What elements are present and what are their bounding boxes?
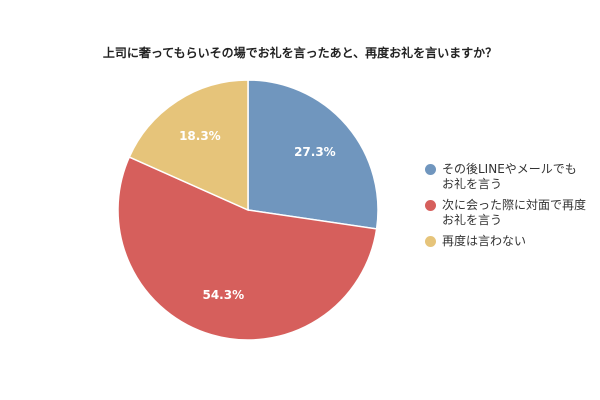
pie-slice-3 [128,79,249,212]
slice-value-label-3: 18.3% [179,129,221,143]
legend-item-1: その後LINEやメールでも お礼を言う [425,162,600,192]
legend-swatch-3 [425,236,436,247]
legend-item-3: 再度は言わない [425,234,600,249]
chart-title: 上司に奢ってもらいその場でお礼を言ったあと、再度お礼を言いますか？ [102,46,498,60]
legend: その後LINEやメールでも お礼を言う 次に会った際に対面で再度 お礼を言う再度は… [425,162,600,255]
pie-slice-2 [117,156,378,341]
legend-swatch-2 [425,200,436,211]
legend-label-1: その後LINEやメールでも お礼を言う [442,162,577,191]
legend-item-2: 次に会った際に対面で再度 お礼を言う [425,198,600,228]
pie-slice-1 [247,79,379,230]
legend-label-3: 再度は言わない [442,234,527,248]
slice-value-label-1: 27.3% [294,145,336,159]
legend-swatch-1 [425,164,436,175]
legend-label-2: 次に会った際に対面で再度 お礼を言う [442,198,587,227]
slice-value-label-2: 54.3% [202,288,244,302]
